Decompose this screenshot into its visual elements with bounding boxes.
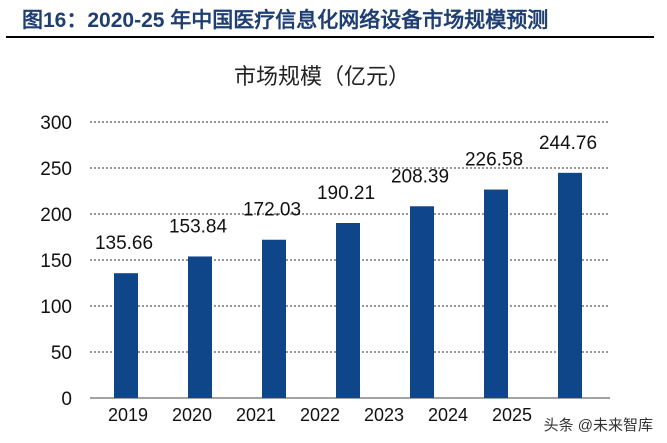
data-label: 190.21 xyxy=(317,183,375,204)
data-label: 226.58 xyxy=(465,150,523,171)
y-tick-label: 150 xyxy=(40,251,72,272)
bar-2020 xyxy=(188,256,212,398)
bar-2019 xyxy=(114,273,138,398)
title-rule xyxy=(6,36,654,38)
watermark: 头条 @未来智库 xyxy=(543,417,653,434)
y-tick-label: 200 xyxy=(40,205,72,226)
y-tick-label: 50 xyxy=(51,343,72,364)
y-tick-label: 300 xyxy=(40,113,72,134)
data-label: 153.84 xyxy=(169,216,228,237)
bar-2025 xyxy=(558,172,582,398)
y-tick-label: 100 xyxy=(40,297,72,318)
bar-2022 xyxy=(336,223,360,398)
bar-2024 xyxy=(484,189,508,398)
data-label: 135.66 xyxy=(95,233,153,254)
x-tick-label: 2020 xyxy=(172,405,212,425)
y-tick-label: 250 xyxy=(40,159,72,180)
bar-2021 xyxy=(262,239,286,398)
x-tick-label: 2019 xyxy=(108,405,148,425)
y-tick-label: 0 xyxy=(61,389,72,410)
x-tick-label: 2025 xyxy=(492,405,532,425)
figure-title: 图16：2020-25 年中国医疗信息化网络设备市场规模预测 xyxy=(22,9,549,32)
chart-title: 市场规模（亿元） xyxy=(234,65,410,90)
x-tick-label: 2021 xyxy=(236,405,276,425)
x-tick-label: 2024 xyxy=(428,405,468,425)
data-label: 244.76 xyxy=(539,133,597,154)
data-label: 172.03 xyxy=(243,200,301,221)
x-tick-label: 2023 xyxy=(364,405,404,425)
bar-2023 xyxy=(410,206,434,398)
x-tick-label: 2022 xyxy=(300,405,340,425)
data-label: 208.39 xyxy=(391,166,449,187)
